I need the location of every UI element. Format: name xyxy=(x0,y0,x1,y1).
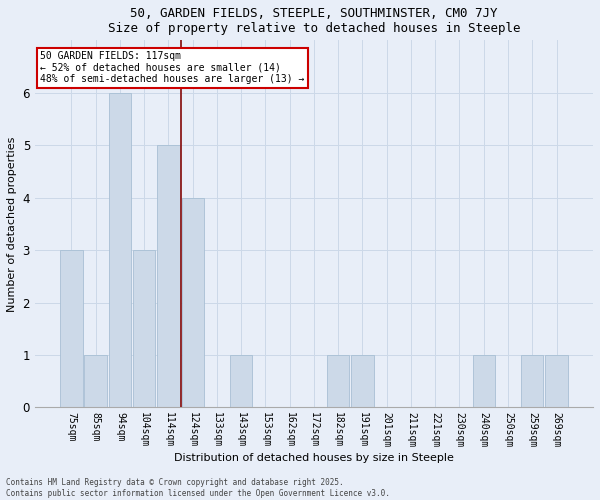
Text: 50 GARDEN FIELDS: 117sqm
← 52% of detached houses are smaller (14)
48% of semi-d: 50 GARDEN FIELDS: 117sqm ← 52% of detach… xyxy=(40,52,305,84)
Bar xyxy=(521,355,544,408)
Bar xyxy=(545,355,568,408)
X-axis label: Distribution of detached houses by size in Steeple: Distribution of detached houses by size … xyxy=(174,453,454,463)
Bar xyxy=(109,92,131,407)
Title: 50, GARDEN FIELDS, STEEPLE, SOUTHMINSTER, CM0 7JY
Size of property relative to d: 50, GARDEN FIELDS, STEEPLE, SOUTHMINSTER… xyxy=(108,7,520,35)
Bar xyxy=(327,355,349,408)
Bar xyxy=(473,355,495,408)
Bar xyxy=(230,355,253,408)
Y-axis label: Number of detached properties: Number of detached properties xyxy=(7,136,17,312)
Bar xyxy=(352,355,374,408)
Bar xyxy=(85,355,107,408)
Bar xyxy=(60,250,83,408)
Bar xyxy=(133,250,155,408)
Bar xyxy=(157,145,179,407)
Bar xyxy=(182,198,204,408)
Text: Contains HM Land Registry data © Crown copyright and database right 2025.
Contai: Contains HM Land Registry data © Crown c… xyxy=(6,478,390,498)
